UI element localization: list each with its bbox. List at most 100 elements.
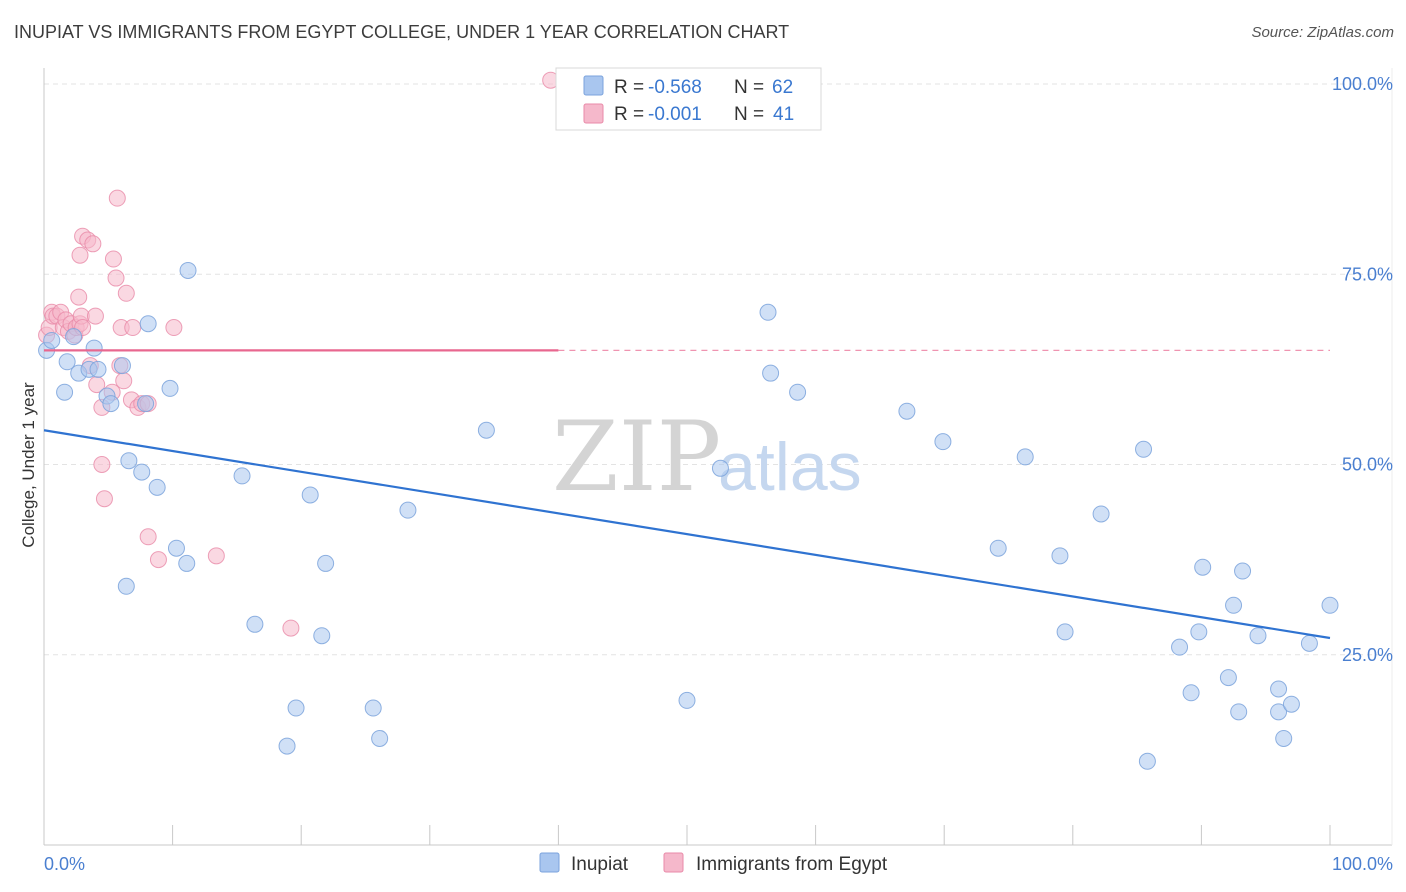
series-egypt-points	[38, 71, 560, 637]
inupiat-point	[711, 459, 729, 477]
egypt-point	[117, 284, 135, 302]
stats-legend: R = -0.568 N = 62 R = -0.001 N = 41	[555, 67, 822, 131]
stats-n-value: 41	[773, 104, 794, 125]
egypt-point	[139, 528, 157, 546]
inupiat-point	[301, 486, 319, 504]
inupiat-point	[233, 467, 251, 485]
inupiat-point	[1182, 684, 1200, 702]
inupiat-point	[179, 261, 197, 279]
inupiat-point	[1056, 623, 1074, 641]
series-inupiat-points	[38, 261, 1339, 770]
inupiat-point	[317, 554, 335, 572]
inupiat-point	[364, 699, 382, 717]
y-tick-label: 100.0%	[1332, 74, 1393, 94]
inupiat-point	[43, 331, 61, 349]
stats-r-value: -0.001	[648, 104, 702, 125]
watermark: ZIP atlas	[552, 401, 862, 513]
inupiat-point	[178, 554, 196, 572]
inupiat-point	[759, 303, 777, 321]
egypt-point	[84, 235, 102, 253]
stats-swatch-egypt	[583, 103, 604, 124]
inupiat-point	[120, 452, 138, 470]
egypt-point	[71, 246, 89, 264]
legend-label-inupiat: Inupiat	[571, 854, 629, 875]
egypt-point	[70, 288, 88, 306]
inupiat-point	[371, 729, 389, 747]
source-label: Source: ZipAtlas.com	[1251, 24, 1394, 41]
inupiat-point	[278, 737, 296, 755]
inupiat-point	[678, 691, 696, 709]
x-tick-labels: 0.0% 100.0%	[44, 854, 1393, 874]
egypt-point	[115, 372, 133, 390]
inupiat-point	[1138, 752, 1156, 770]
inupiat-point	[989, 539, 1007, 557]
stats-r-label: R =	[614, 77, 644, 98]
inupiat-point	[139, 315, 157, 333]
y-tick-labels: 25.0% 50.0% 75.0% 100.0%	[1332, 74, 1393, 665]
inupiat-point	[1135, 440, 1153, 458]
inupiat-point	[1275, 729, 1293, 747]
inupiat-point	[148, 478, 166, 496]
egypt-point	[165, 319, 183, 337]
inupiat-point	[1225, 596, 1243, 614]
egypt-point	[282, 619, 300, 637]
inupiat-point	[1016, 448, 1034, 466]
inupiat-point	[1270, 703, 1288, 721]
stats-n-value: 62	[772, 77, 793, 98]
inupiat-point	[399, 501, 417, 519]
trend-lines	[43, 349, 1331, 640]
egypt-point	[207, 547, 225, 565]
stats-n-label: N =	[734, 104, 764, 125]
inupiat-point	[1300, 634, 1318, 652]
stats-r-label: R =	[614, 104, 644, 125]
inupiat-point	[1234, 562, 1252, 580]
inupiat-point	[934, 433, 952, 451]
inupiat-point	[287, 699, 305, 717]
inupiat-point	[1219, 669, 1237, 687]
inupiat-point	[161, 379, 179, 397]
inupiat-point	[58, 353, 76, 371]
legend-label-egypt: Immigrants from Egypt	[696, 854, 888, 875]
egypt-point	[86, 307, 104, 325]
axes	[43, 68, 1393, 846]
inupiat-point	[133, 463, 151, 481]
inupiat-point	[1270, 680, 1288, 698]
egypt-point	[104, 250, 122, 268]
egypt-point	[107, 269, 125, 287]
y-tick-label: 25.0%	[1342, 645, 1393, 665]
legend-swatch-inupiat	[539, 852, 560, 873]
watermark-atlas: atlas	[718, 429, 862, 505]
inupiat-point	[1321, 596, 1339, 614]
inupiat-point	[1282, 695, 1300, 713]
inupiat-point	[898, 402, 916, 420]
inupiat-point	[1190, 623, 1208, 641]
inupiat-trend-line	[43, 429, 1331, 640]
inupiat-point	[89, 360, 107, 378]
egypt-point	[108, 189, 126, 207]
watermark-zip: ZIP	[552, 401, 721, 513]
inupiat-point	[1230, 703, 1248, 721]
inupiat-point	[65, 328, 83, 346]
stats-swatch-inupiat	[583, 75, 604, 96]
inupiat-point	[113, 357, 131, 375]
inupiat-point	[56, 383, 74, 401]
y-axis-title: College, Under 1 year	[19, 382, 38, 548]
y-tick-label: 75.0%	[1342, 264, 1393, 284]
inupiat-point	[1249, 627, 1267, 645]
inupiat-point	[246, 615, 264, 633]
inupiat-point	[1092, 505, 1110, 523]
inupiat-point	[789, 383, 807, 401]
stats-n-label: N =	[734, 77, 764, 98]
legend-swatch-egypt	[663, 852, 684, 873]
egypt-point	[149, 551, 167, 569]
chart-title: INUPIAT VS IMMIGRANTS FROM EGYPT COLLEGE…	[14, 22, 790, 42]
inupiat-point	[167, 539, 185, 557]
egypt-point	[93, 456, 111, 473]
inupiat-point	[117, 577, 135, 595]
egypt-point	[95, 490, 113, 508]
inupiat-point	[1194, 558, 1212, 576]
inupiat-point	[1051, 547, 1069, 565]
inupiat-point	[313, 627, 331, 645]
y-tick-label: 50.0%	[1342, 455, 1393, 475]
